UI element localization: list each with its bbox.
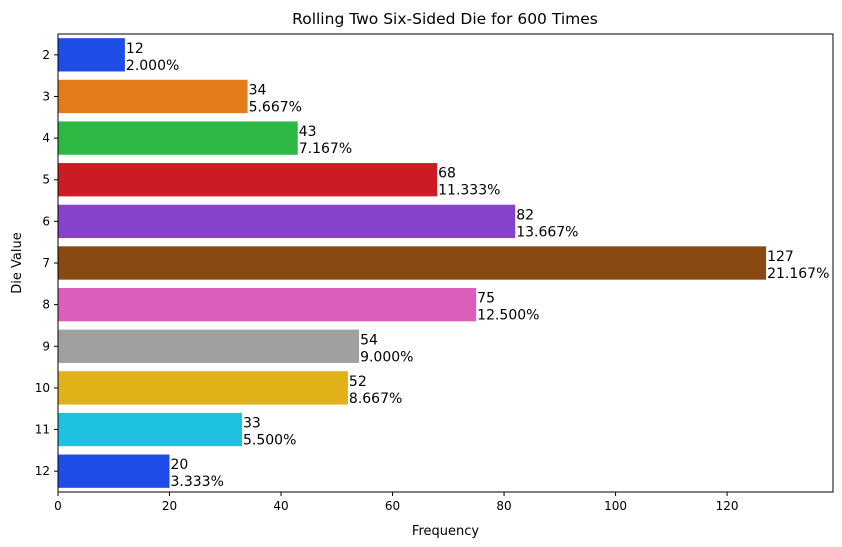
- bar-count-label: 52: [349, 374, 367, 390]
- bar-6: [58, 204, 516, 239]
- x-tick-label: 40: [273, 499, 288, 513]
- y-axis-label: Die Value: [10, 232, 25, 293]
- y-axis-ticks: 2 3 4 5 6 7 8 9 10 11 12: [35, 48, 58, 478]
- x-tick-label: 60: [385, 499, 400, 513]
- y-tick-label: 3: [42, 89, 50, 103]
- bar-9: [58, 329, 360, 363]
- bar-count-label: 75: [477, 291, 495, 307]
- bar-count-label: 34: [249, 82, 267, 98]
- bar-percent-label: 8.667%: [349, 391, 402, 407]
- y-tick-label: 4: [42, 131, 50, 145]
- bar-percent-label: 13.667%: [516, 224, 578, 240]
- bar-count-label: 43: [299, 124, 317, 140]
- bar-percent-label: 12.500%: [477, 308, 539, 324]
- x-tick-label: 120: [716, 499, 739, 513]
- y-tick-label: 8: [42, 298, 50, 312]
- x-tick-label: 80: [496, 499, 511, 513]
- bar-11: [58, 412, 242, 447]
- y-tick-label: 9: [42, 339, 50, 353]
- chart-title: Rolling Two Six-Sided Die for 600 Times: [292, 10, 598, 28]
- bar-12: [58, 454, 170, 488]
- bar-4: [58, 121, 298, 155]
- x-axis-ticks: 0 20 40 60 80 100 120: [54, 492, 739, 513]
- bar-10: [58, 371, 348, 405]
- y-tick-label: 7: [42, 256, 50, 270]
- plot-frame: [57, 33, 834, 493]
- y-tick-label: 5: [42, 173, 50, 187]
- bar-percent-label: 5.500%: [243, 433, 296, 449]
- bar-count-label: 127: [767, 249, 794, 265]
- x-tick-label: 20: [162, 499, 177, 513]
- bar-5: [58, 163, 438, 197]
- bar-count-label: 12: [126, 41, 144, 57]
- bars-group: [58, 38, 767, 488]
- bar-percent-label: 5.667%: [249, 99, 302, 115]
- y-tick-label: 11: [35, 423, 50, 437]
- bar-percent-label: 7.167%: [299, 141, 352, 157]
- bar-percent-label: 21.167%: [767, 266, 829, 282]
- bar-7: [58, 246, 767, 280]
- x-axis-label: Frequency: [412, 524, 479, 539]
- bar-percent-label: 2.000%: [126, 58, 179, 74]
- bar-8: [58, 287, 477, 322]
- x-tick-label: 0: [54, 499, 62, 513]
- x-tick-label: 100: [604, 499, 627, 513]
- y-tick-label: 2: [42, 48, 50, 62]
- bar-count-label: 20: [171, 457, 189, 473]
- bar-percent-label: 9.000%: [360, 349, 413, 365]
- bar-count-label: 68: [438, 166, 456, 182]
- y-tick-label: 6: [42, 214, 50, 228]
- bar-3: [58, 79, 248, 114]
- bar-count-label: 82: [516, 207, 534, 223]
- y-tick-label: 10: [35, 381, 50, 395]
- bar-2: [58, 38, 125, 72]
- y-tick-label: 12: [35, 464, 50, 478]
- bar-percent-label: 3.333%: [171, 474, 224, 490]
- bar-count-label: 54: [360, 332, 378, 348]
- bar-count-label: 33: [243, 416, 261, 432]
- bar-percent-label: 11.333%: [438, 183, 500, 199]
